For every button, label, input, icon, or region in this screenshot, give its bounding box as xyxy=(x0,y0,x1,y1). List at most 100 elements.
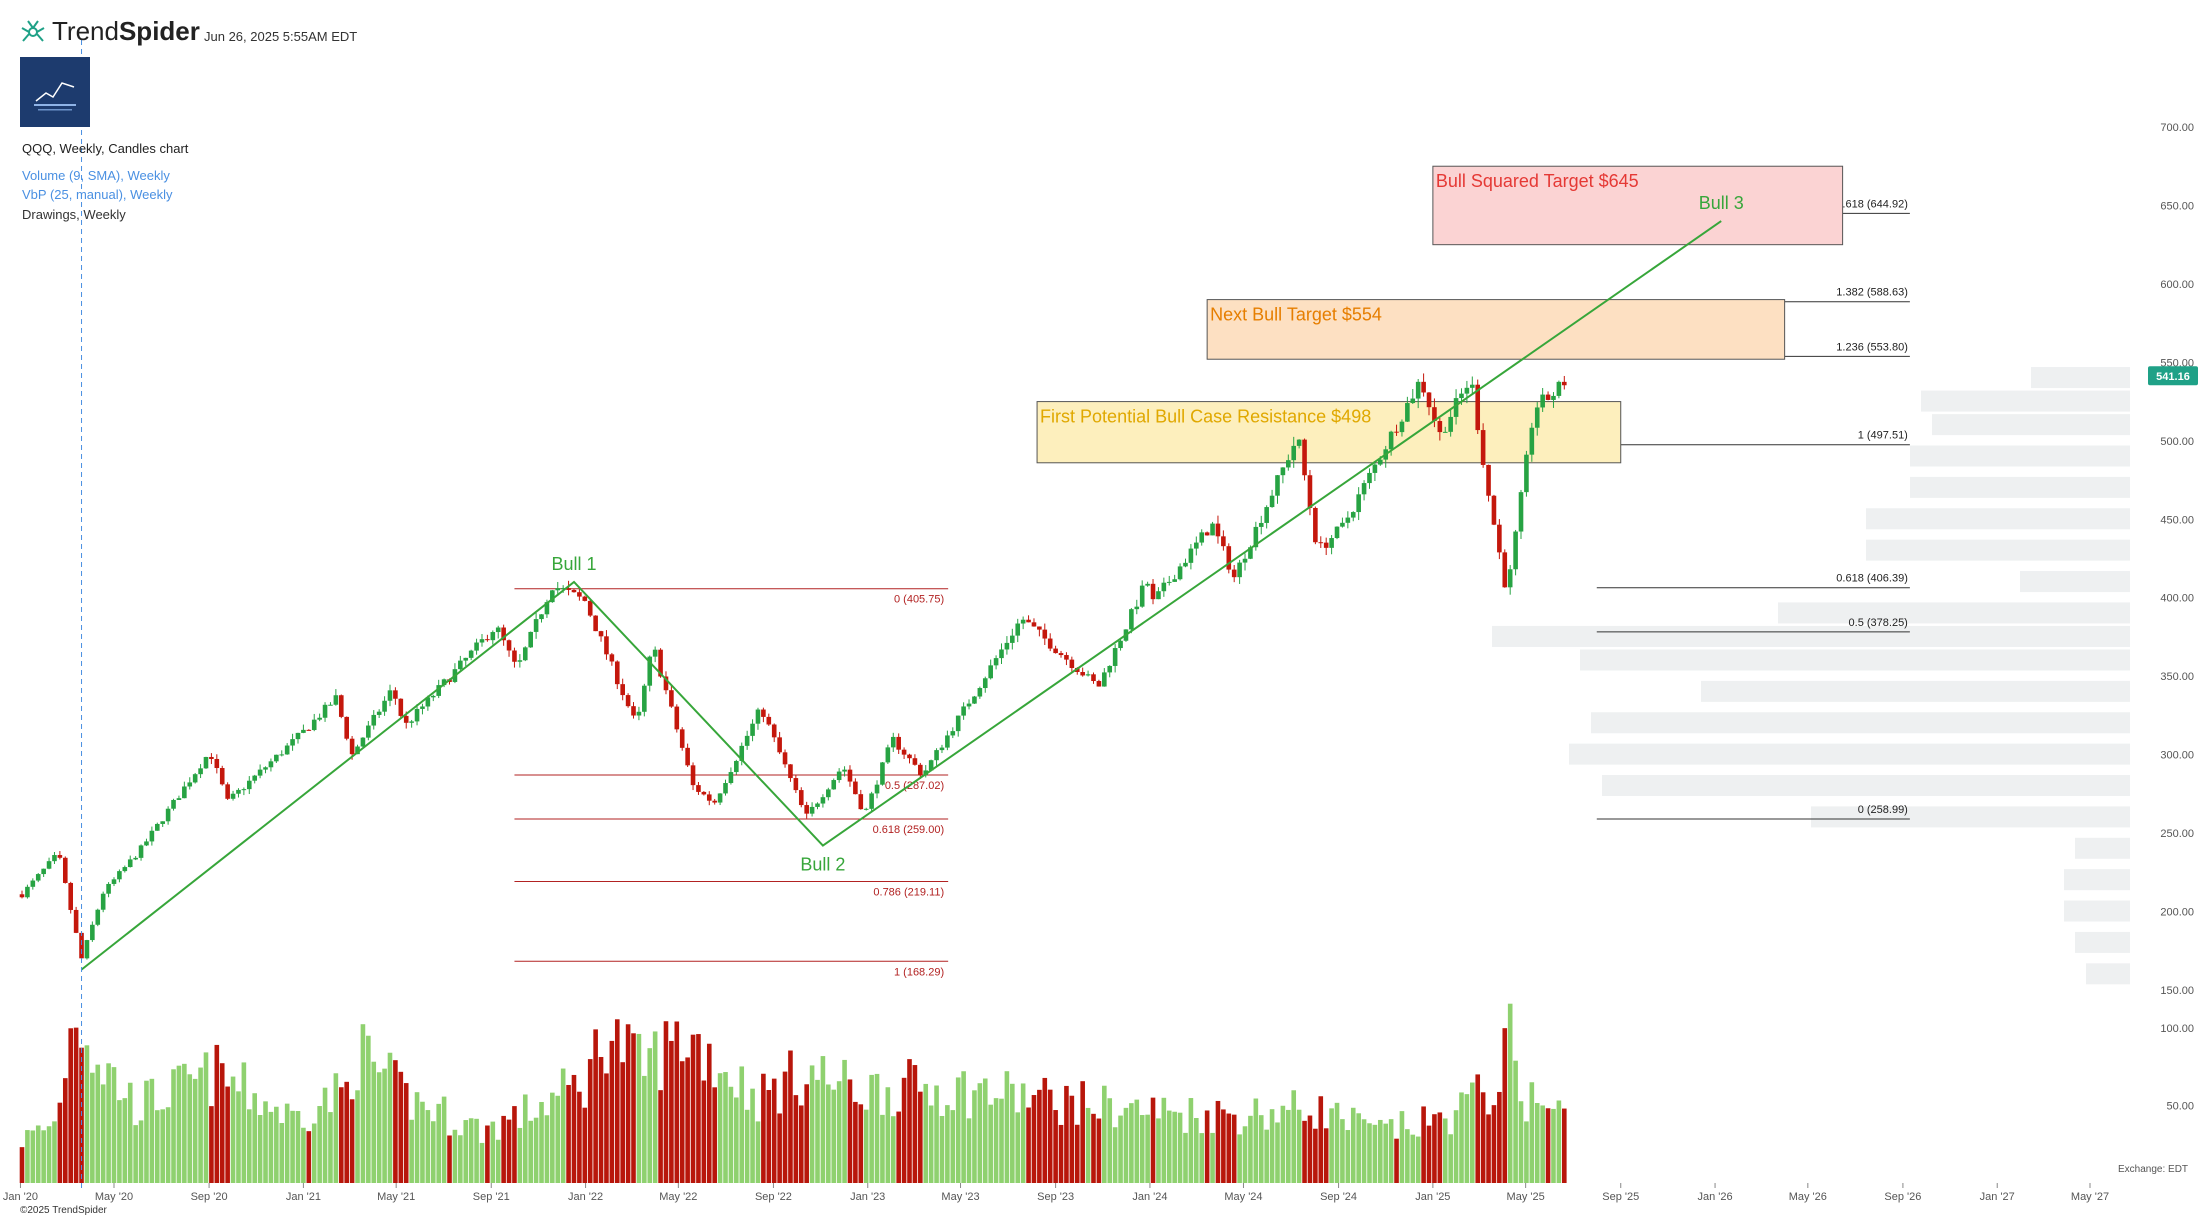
candle-body xyxy=(1556,381,1562,396)
volume-bar xyxy=(203,1052,209,1183)
volume-bar xyxy=(1378,1119,1383,1183)
candle-body xyxy=(176,798,182,800)
candle-body xyxy=(100,893,106,910)
candle-body xyxy=(344,716,349,739)
volume-bar xyxy=(923,1083,929,1183)
volume-bar xyxy=(284,1103,290,1183)
candle-body xyxy=(939,747,945,751)
candle-body xyxy=(328,704,333,706)
candle-body xyxy=(203,756,209,769)
volume-bar xyxy=(122,1098,128,1183)
volume-bar xyxy=(1432,1114,1437,1183)
vbp-bar xyxy=(2075,837,2130,859)
candle-body xyxy=(1513,531,1518,570)
candle-body xyxy=(804,805,809,814)
candle-body xyxy=(90,924,95,941)
volume-bar xyxy=(138,1120,144,1183)
volume-bar xyxy=(679,1061,685,1183)
candle-body xyxy=(652,649,658,657)
volume-bar xyxy=(1383,1123,1389,1183)
candle-body xyxy=(636,711,642,716)
candle-body xyxy=(1102,672,1107,687)
volume-bar xyxy=(387,1052,393,1183)
candle-body xyxy=(1399,421,1405,433)
volume-bar xyxy=(539,1102,544,1183)
price-tick-label: 250.00 xyxy=(2160,828,2194,840)
candle-body xyxy=(393,690,398,699)
candle-body xyxy=(1210,523,1215,536)
volume-bar xyxy=(57,1102,63,1183)
volume-bar xyxy=(853,1101,858,1183)
candle-body xyxy=(955,715,961,732)
candle-body xyxy=(988,665,993,679)
candle-body xyxy=(1275,475,1280,496)
volume-bar xyxy=(950,1110,956,1183)
candle-body xyxy=(501,627,506,641)
volume-bar xyxy=(219,1063,225,1183)
fib-extension-label: 1.236 (553.80) xyxy=(1836,341,1908,353)
elliott-wave-line xyxy=(80,220,1722,971)
volume-bar xyxy=(734,1097,739,1183)
volume-bar xyxy=(84,1045,90,1183)
volume-bar xyxy=(1139,1115,1145,1183)
volume-bar xyxy=(344,1081,349,1183)
volume-bar xyxy=(458,1135,463,1183)
volume-bar xyxy=(999,1098,1004,1183)
candle-body xyxy=(192,774,198,783)
candle-body xyxy=(1010,635,1015,643)
legend-volume-indicator[interactable]: Volume (9, SMA), Weekly xyxy=(22,168,170,183)
candle-body xyxy=(993,658,999,666)
candle-body xyxy=(831,780,837,790)
legend-vbp-indicator[interactable]: VbP (25, manual), Weekly xyxy=(22,187,173,202)
volume-bar xyxy=(701,1080,707,1183)
candle-body xyxy=(436,685,441,696)
volume-bar xyxy=(447,1135,452,1183)
candle-body xyxy=(1518,492,1524,532)
candle-body xyxy=(972,696,977,704)
volume-bar xyxy=(1172,1111,1177,1183)
candle-body xyxy=(398,698,404,716)
vbp-bar xyxy=(2064,900,2130,922)
candle-body xyxy=(1372,464,1378,473)
volume-bar xyxy=(642,1075,647,1183)
copyright-notice: ©2025 TrendSpider xyxy=(20,1205,107,1216)
volume-bar xyxy=(1258,1115,1264,1183)
volume-bar xyxy=(355,1090,360,1183)
candle-body xyxy=(1426,392,1432,408)
candle-body xyxy=(1356,494,1361,513)
candle-body xyxy=(717,793,723,803)
volume-bar xyxy=(788,1050,793,1183)
candle-body xyxy=(1453,398,1459,417)
candle-body xyxy=(225,784,230,799)
fib-extension-label: 1.618 (644.92) xyxy=(1836,198,1908,210)
candle-body xyxy=(934,750,939,761)
candle-body xyxy=(46,861,52,869)
candle-body xyxy=(577,592,582,597)
candle-body xyxy=(355,746,360,755)
time-tick-label: May '20 xyxy=(95,1191,133,1203)
candle-body xyxy=(1080,671,1085,676)
candle-body xyxy=(495,627,501,633)
volume-bar xyxy=(1161,1097,1167,1183)
legend-symbol[interactable]: QQQ, Weekly, Candles chart xyxy=(22,141,189,156)
volume-bar xyxy=(1102,1085,1107,1183)
last-price-tag xyxy=(2148,366,2198,386)
volume-bar xyxy=(1074,1124,1080,1183)
candle-body xyxy=(284,745,290,755)
candle-body xyxy=(755,709,761,724)
legend-drawings[interactable]: Drawings, Weekly xyxy=(22,207,126,222)
volume-bar xyxy=(512,1106,517,1183)
candle-body xyxy=(777,737,782,753)
volume-bar xyxy=(717,1073,723,1183)
trend-line-layer: Bull 1 Bull 2 Bull 3 xyxy=(80,193,1744,971)
volume-bar xyxy=(263,1101,268,1183)
volume-bar xyxy=(761,1073,766,1183)
volume-bar xyxy=(1064,1085,1069,1183)
volume-bar xyxy=(371,1061,377,1183)
candle-body xyxy=(1150,583,1156,600)
volume-bar xyxy=(376,1072,382,1183)
candle-body xyxy=(1226,546,1232,570)
brand-logo[interactable]: TrendSpider xyxy=(20,16,200,47)
candle-body xyxy=(252,775,257,781)
